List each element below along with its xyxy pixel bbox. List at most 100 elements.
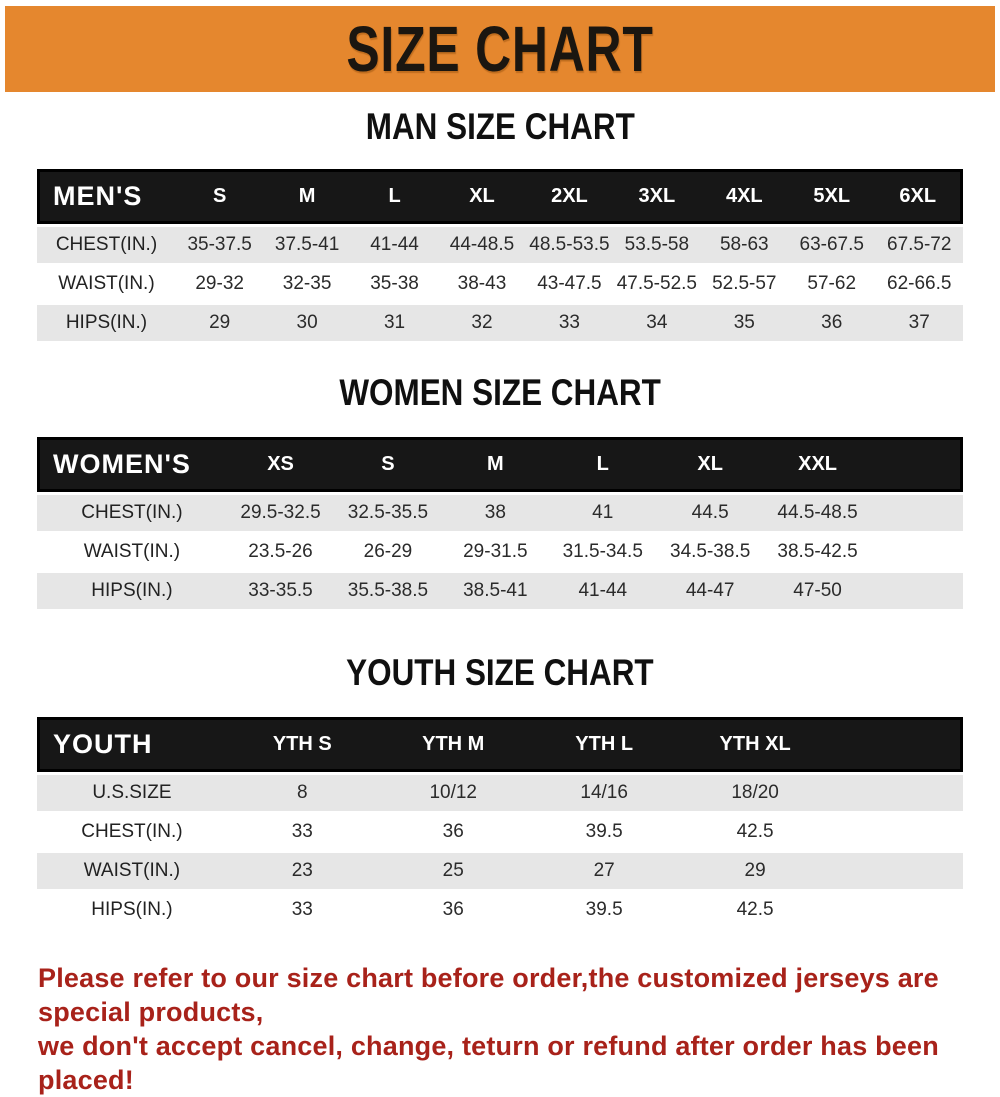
men-heading: MAN SIZE CHART [0, 106, 1000, 148]
size-cell: 41-44 [549, 573, 657, 609]
women-header-row: WOMEN'S XS S M L XL XXL [37, 437, 963, 492]
size-cell: 33 [226, 814, 378, 850]
row-filler-cell [830, 892, 963, 928]
size-cell: 27 [528, 853, 680, 889]
youth-heading-text: YOUTH SIZE CHART [346, 652, 654, 693]
table-row: CHEST(IN.) 33 36 39.5 42.5 [37, 814, 963, 850]
column-header: 5XL [788, 169, 876, 224]
row-filler-cell [830, 853, 963, 889]
size-cell: 23.5-26 [226, 534, 335, 570]
men-table-slot: MEN'S S M L XL 2XL 3XL 4XL 5XL 6XL CHEST(IN.) 35-37… [0, 166, 1000, 344]
column-header: XXL [763, 437, 872, 492]
size-cell: 10/12 [377, 775, 529, 811]
row-filler-cell [830, 775, 963, 811]
youth-table-slot: YOUTH YTH S YTH M YTH L YTH XL U.S.SIZE 8 10/12… [0, 714, 1000, 931]
column-header: XL [656, 437, 764, 492]
row-label: CHEST(IN.) [37, 495, 227, 531]
women-header-label: WOMEN'S [37, 437, 227, 492]
column-header: S [334, 437, 442, 492]
column-header: L [350, 169, 439, 224]
row-label: HIPS(IN.) [37, 573, 227, 609]
size-cell: 26-29 [334, 534, 442, 570]
size-cell: 42.5 [679, 814, 831, 850]
size-cell: 37 [875, 305, 963, 341]
size-cell: 44-48.5 [438, 227, 526, 263]
size-cell: 39.5 [528, 892, 680, 928]
size-cell: 38.5-42.5 [763, 534, 872, 570]
banner-title: SIZE CHART [346, 13, 654, 85]
size-cell: 47.5-52.5 [613, 266, 701, 302]
size-chart-page: SIZE CHART MAN SIZE CHART MEN'S S M L XL 2XL 3… [0, 6, 1000, 1095]
disclaimer-line-1: Please refer to our size chart before or… [38, 963, 939, 1027]
row-filler-cell [871, 495, 963, 531]
column-header: XS [226, 437, 335, 492]
size-cell: 44-47 [656, 573, 764, 609]
table-row: HIPS(IN.) 33-35.5 35.5-38.5 38.5-41 41-44 44-… [37, 573, 963, 609]
youth-size-table: YOUTH YTH S YTH M YTH L YTH XL U.S.SIZE 8 10/12… [37, 714, 963, 931]
column-header: YTH L [528, 717, 680, 772]
column-header: 6XL [875, 169, 963, 224]
column-header: YTH S [226, 717, 378, 772]
table-row: CHEST(IN.) 35-37.5 37.5-41 41-44 44-48.5 48.5… [37, 227, 963, 263]
row-filler-cell [871, 573, 963, 609]
column-header: 2XL [525, 169, 614, 224]
row-label: HIPS(IN.) [37, 305, 176, 341]
size-cell: 29 [175, 305, 264, 341]
row-label: CHEST(IN.) [37, 814, 227, 850]
column-header: 4XL [700, 169, 789, 224]
row-label: WAIST(IN.) [37, 534, 227, 570]
disclaimer: Please refer to our size chart before or… [38, 961, 970, 1097]
table-row: WAIST(IN.) 29-32 32-35 35-38 38-43 43-47.5 47.… [37, 266, 963, 302]
youth-heading: YOUTH SIZE CHART [0, 652, 1000, 694]
column-header: YTH XL [679, 717, 831, 772]
row-filler-cell [830, 814, 963, 850]
size-cell: 33 [525, 305, 614, 341]
size-cell: 33 [226, 892, 378, 928]
size-cell: 35.5-38.5 [334, 573, 442, 609]
row-label: CHEST(IN.) [37, 227, 176, 263]
size-cell: 48.5-53.5 [525, 227, 614, 263]
size-cell: 47-50 [763, 573, 872, 609]
size-cell: 32-35 [263, 266, 351, 302]
table-row: HIPS(IN.) 29 30 31 32 33 34 35 36 37 [37, 305, 963, 341]
table-row: HIPS(IN.) 33 36 39.5 42.5 [37, 892, 963, 928]
women-size-table: WOMEN'S XS S M L XL XXL CHEST(IN.) 29.5-32.5 32.5… [37, 434, 963, 612]
size-cell: 41 [549, 495, 657, 531]
size-cell: 43-47.5 [525, 266, 614, 302]
men-header-label: MEN'S [37, 169, 176, 224]
column-header: L [549, 437, 657, 492]
header-filler-cell [871, 437, 963, 492]
size-cell: 25 [377, 853, 529, 889]
size-cell: 39.5 [528, 814, 680, 850]
men-header-row: MEN'S S M L XL 2XL 3XL 4XL 5XL 6XL [37, 169, 963, 224]
size-cell: 67.5-72 [875, 227, 963, 263]
section-men: MAN SIZE CHART MEN'S S M L XL 2XL 3XL 4XL 5XL 6XL… [0, 106, 1000, 344]
banner: SIZE CHART [5, 6, 995, 92]
row-label: U.S.SIZE [37, 775, 227, 811]
size-cell: 38 [441, 495, 550, 531]
size-cell: 42.5 [679, 892, 831, 928]
size-cell: 29.5-32.5 [226, 495, 335, 531]
size-cell: 57-62 [788, 266, 876, 302]
column-header: M [263, 169, 351, 224]
size-cell: 36 [377, 892, 529, 928]
size-cell: 14/16 [528, 775, 680, 811]
size-cell: 41-44 [350, 227, 439, 263]
size-cell: 53.5-58 [613, 227, 701, 263]
women-heading-text: WOMEN SIZE CHART [339, 372, 661, 413]
header-filler-cell [830, 717, 963, 772]
youth-header-label: YOUTH [37, 717, 227, 772]
size-cell: 36 [377, 814, 529, 850]
size-cell: 31 [350, 305, 439, 341]
table-row: U.S.SIZE 8 10/12 14/16 18/20 [37, 775, 963, 811]
table-row: WAIST(IN.) 23.5-26 26-29 29-31.5 31.5-34.5 34… [37, 534, 963, 570]
size-cell: 29-31.5 [441, 534, 550, 570]
column-header: M [441, 437, 550, 492]
table-row: WAIST(IN.) 23 25 27 29 [37, 853, 963, 889]
size-cell: 36 [788, 305, 876, 341]
size-cell: 63-67.5 [788, 227, 876, 263]
size-cell: 44.5 [656, 495, 764, 531]
women-heading: WOMEN SIZE CHART [0, 372, 1000, 414]
section-youth: YOUTH SIZE CHART YOUTH YTH S YTH M YTH L YTH… [0, 652, 1000, 931]
size-cell: 29-32 [175, 266, 264, 302]
